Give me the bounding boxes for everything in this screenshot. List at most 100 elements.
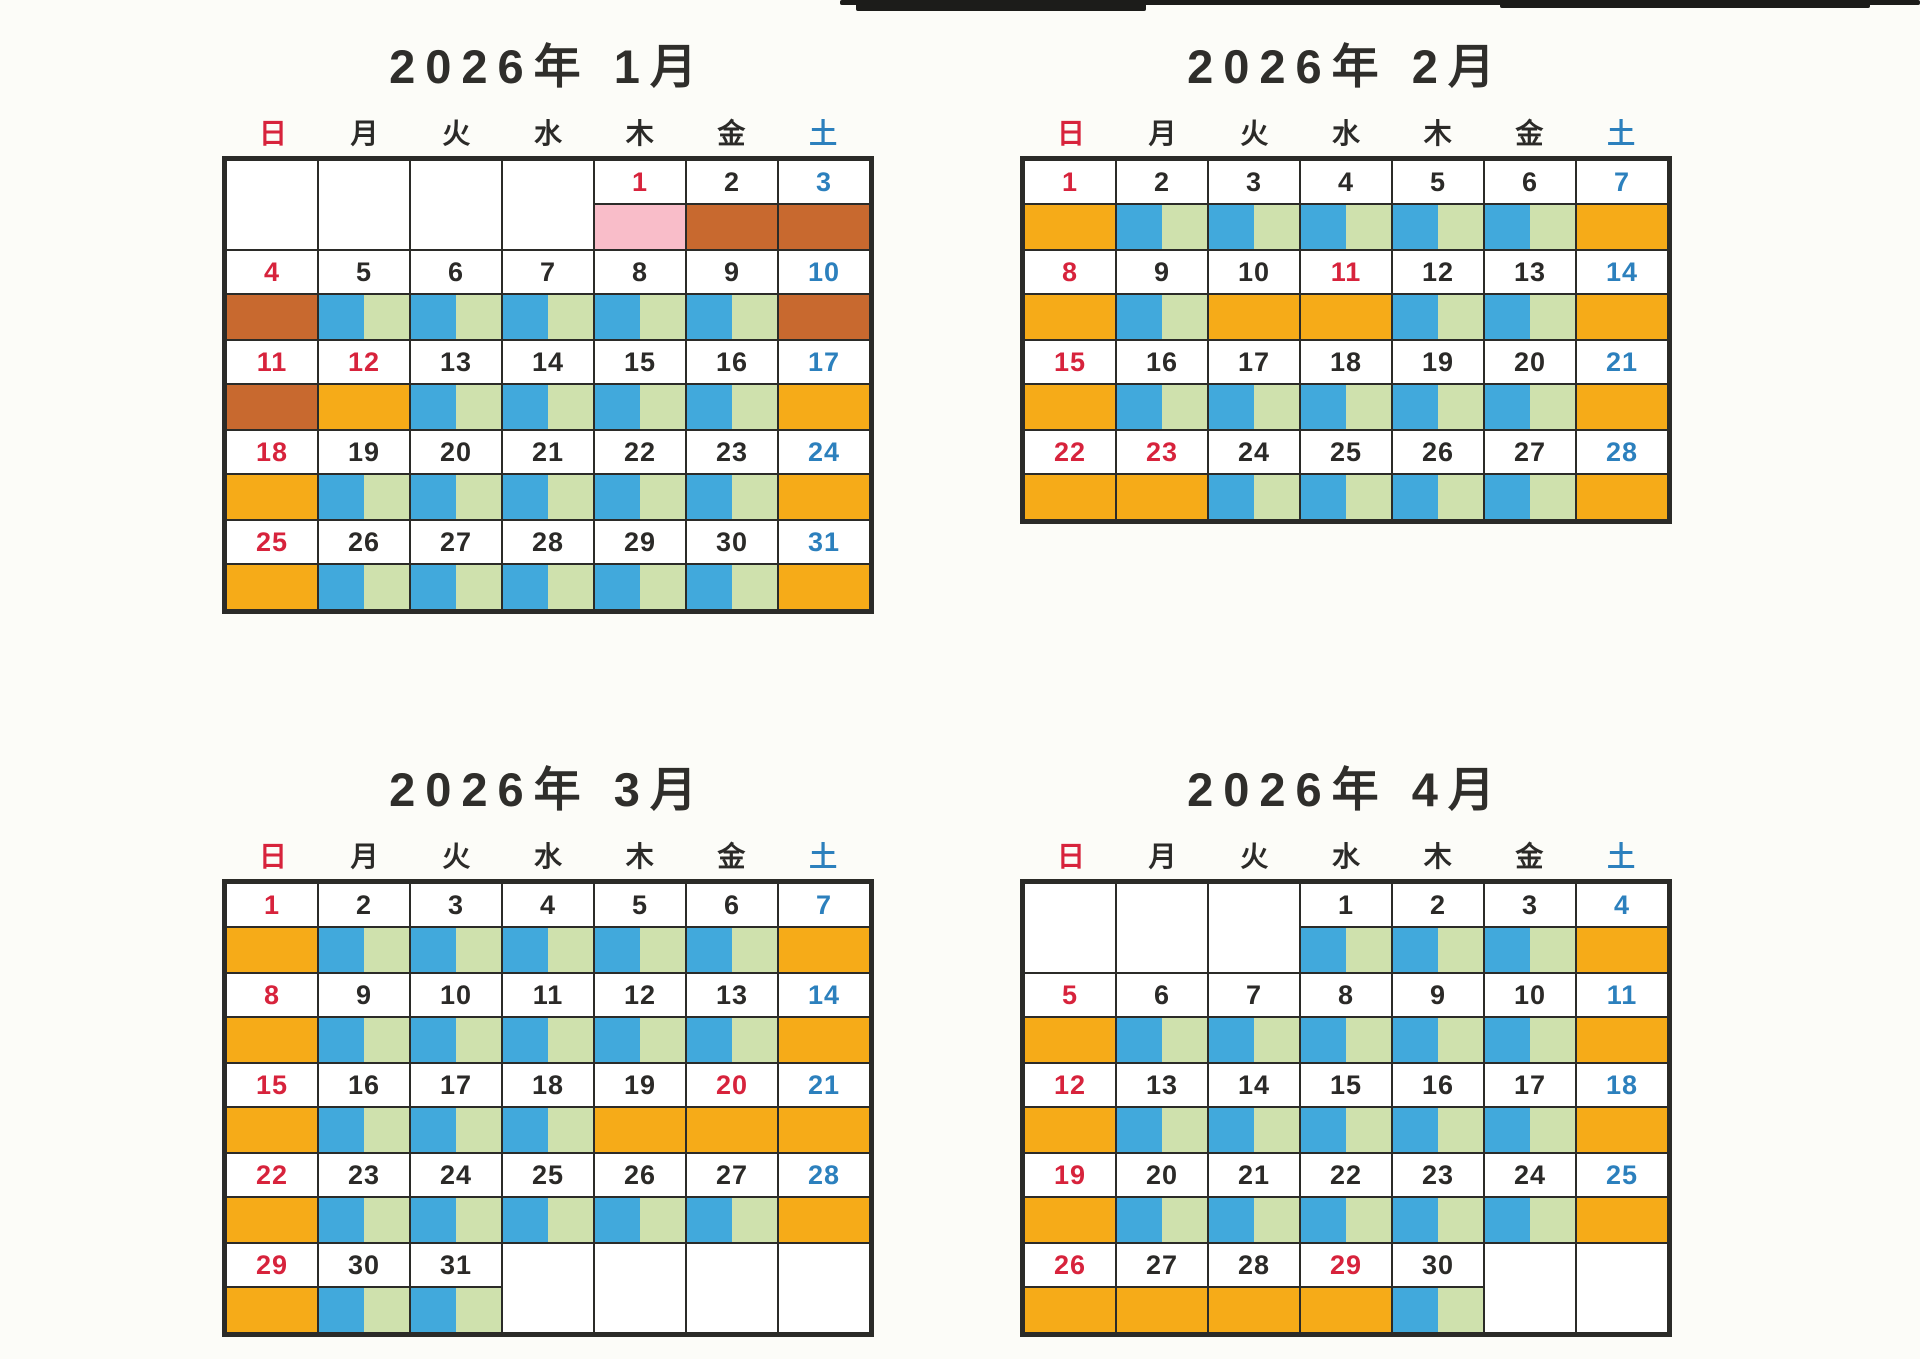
schedule-strip-bg bbox=[1117, 1018, 1207, 1062]
schedule-strip-bg bbox=[1209, 1108, 1299, 1152]
schedule-strip-bg bbox=[503, 385, 593, 429]
date-cell: 30 bbox=[687, 521, 777, 563]
day-header: 木 bbox=[625, 118, 654, 149]
date-cell: 4 bbox=[1301, 161, 1391, 203]
schedule-strip-bg bbox=[319, 1018, 409, 1062]
schedule-strip-bg bbox=[319, 1108, 409, 1152]
day-header: 木 bbox=[1423, 118, 1452, 149]
schedule-strip-orange bbox=[1301, 1288, 1391, 1332]
schedule-strip-bg bbox=[687, 565, 777, 609]
day-header: 土 bbox=[1607, 841, 1636, 872]
date-cell: 30 bbox=[319, 1244, 409, 1286]
schedule-strip-bg bbox=[1485, 928, 1575, 972]
date-cell: 7 bbox=[1209, 974, 1299, 1016]
schedule-strip-orange bbox=[1577, 1198, 1667, 1242]
date-cell: 28 bbox=[1209, 1244, 1299, 1286]
schedule-strip-bg bbox=[1393, 1018, 1483, 1062]
schedule-strip-orange bbox=[1301, 295, 1391, 339]
schedule-strip-bg bbox=[1117, 295, 1207, 339]
schedule-strip-bg bbox=[503, 565, 593, 609]
day-header: 日 bbox=[1056, 118, 1085, 149]
day-header: 土 bbox=[809, 841, 838, 872]
schedule-strip-brown bbox=[779, 205, 869, 249]
date-cell: 8 bbox=[595, 251, 685, 293]
date-cell: 15 bbox=[1025, 341, 1115, 383]
date-cell: 7 bbox=[1577, 161, 1667, 203]
date-cell: 19 bbox=[1393, 341, 1483, 383]
date-cell: 16 bbox=[1393, 1064, 1483, 1106]
date-cell: 5 bbox=[319, 251, 409, 293]
date-cell: 26 bbox=[1393, 431, 1483, 473]
weekday-header-row: 日月火水木金土 bbox=[1020, 116, 1672, 152]
schedule-strip-bg bbox=[1301, 928, 1391, 972]
date-cell: 9 bbox=[319, 974, 409, 1016]
day-header: 木 bbox=[1423, 841, 1452, 872]
schedule-strip-orange bbox=[227, 1108, 317, 1152]
date-cell: 17 bbox=[1485, 1064, 1575, 1106]
calendar-grid: 1 2 3 4 5 6 7 8 9 10 11 12 13 14 15 16 17 18 19 20 21 22 23 24 2… bbox=[1020, 156, 1672, 524]
date-cell: 5 bbox=[595, 884, 685, 926]
day-header: 火 bbox=[1240, 118, 1269, 149]
date-cell: 25 bbox=[503, 1154, 593, 1196]
schedule-strip-brown bbox=[779, 295, 869, 339]
date-cell: 26 bbox=[1025, 1244, 1115, 1286]
date-cell: 21 bbox=[1577, 341, 1667, 383]
empty-cell bbox=[503, 161, 593, 249]
date-cell: 17 bbox=[411, 1064, 501, 1106]
date-cell: 24 bbox=[1485, 1154, 1575, 1196]
schedule-strip-orange bbox=[1025, 1288, 1115, 1332]
date-cell: 28 bbox=[779, 1154, 869, 1196]
day-header: 月 bbox=[350, 841, 379, 872]
calendar-grid: 1 2 3 4 5 6 7 8 9 10 11 12 13 14 15 16 17 18 19 20 21 22 23 24 2… bbox=[222, 879, 874, 1337]
date-cell: 9 bbox=[687, 251, 777, 293]
empty-cell bbox=[319, 161, 409, 249]
date-cell: 28 bbox=[503, 521, 593, 563]
schedule-strip-bg bbox=[1209, 1018, 1299, 1062]
date-cell: 19 bbox=[1025, 1154, 1115, 1196]
date-cell: 20 bbox=[411, 431, 501, 473]
date-cell: 6 bbox=[687, 884, 777, 926]
date-cell: 10 bbox=[779, 251, 869, 293]
schedule-strip-bg bbox=[411, 1018, 501, 1062]
calendar-grid: 1 2 3 4 5 6 7 8 9 10 11 12 13 14 15 16 17 18 19 20 21 22 23 24 2… bbox=[1020, 879, 1672, 1337]
day-header: 水 bbox=[533, 841, 562, 872]
schedule-strip-bg bbox=[1117, 205, 1207, 249]
date-cell: 11 bbox=[1301, 251, 1391, 293]
schedule-strip-brown bbox=[227, 295, 317, 339]
schedule-strip-orange bbox=[779, 928, 869, 972]
schedule-strip-orange bbox=[227, 1198, 317, 1242]
schedule-strip-orange bbox=[227, 565, 317, 609]
schedule-strip-bg bbox=[1485, 205, 1575, 249]
date-cell: 3 bbox=[411, 884, 501, 926]
weekday-header-row: 日月火水木金土 bbox=[222, 116, 874, 152]
schedule-strip-bg bbox=[319, 1198, 409, 1242]
schedule-strip-bg bbox=[319, 1288, 409, 1332]
schedule-strip-bg bbox=[1485, 475, 1575, 519]
day-header: 火 bbox=[1240, 841, 1269, 872]
schedule-strip-bg bbox=[1393, 1198, 1483, 1242]
scan-artifact bbox=[856, 0, 1146, 11]
date-cell: 27 bbox=[687, 1154, 777, 1196]
schedule-strip-bg bbox=[1301, 385, 1391, 429]
date-cell: 6 bbox=[411, 251, 501, 293]
date-cell: 30 bbox=[1393, 1244, 1483, 1286]
calendar-january-2026: 2026年 1月 日月火水木金土 1 2 3 4 5 6 7 8 9 10 11 12 13 14 15 16… bbox=[222, 32, 874, 614]
date-cell: 16 bbox=[1117, 341, 1207, 383]
schedule-strip-bg bbox=[687, 1198, 777, 1242]
scan-artifact bbox=[1500, 0, 1870, 8]
schedule-strip-bg bbox=[503, 1108, 593, 1152]
schedule-strip-bg bbox=[595, 1198, 685, 1242]
empty-cell bbox=[503, 1244, 593, 1332]
schedule-strip-bg bbox=[1485, 1108, 1575, 1152]
day-header: 月 bbox=[1148, 118, 1177, 149]
date-cell: 10 bbox=[1209, 251, 1299, 293]
schedule-strip-bg bbox=[503, 1018, 593, 1062]
date-cell: 13 bbox=[1485, 251, 1575, 293]
month-title: 2026年 2月 bbox=[1187, 40, 1505, 93]
schedule-strip-bg bbox=[1393, 385, 1483, 429]
schedule-strip-bg bbox=[503, 295, 593, 339]
date-cell: 3 bbox=[779, 161, 869, 203]
date-cell: 15 bbox=[1301, 1064, 1391, 1106]
date-cell: 24 bbox=[411, 1154, 501, 1196]
